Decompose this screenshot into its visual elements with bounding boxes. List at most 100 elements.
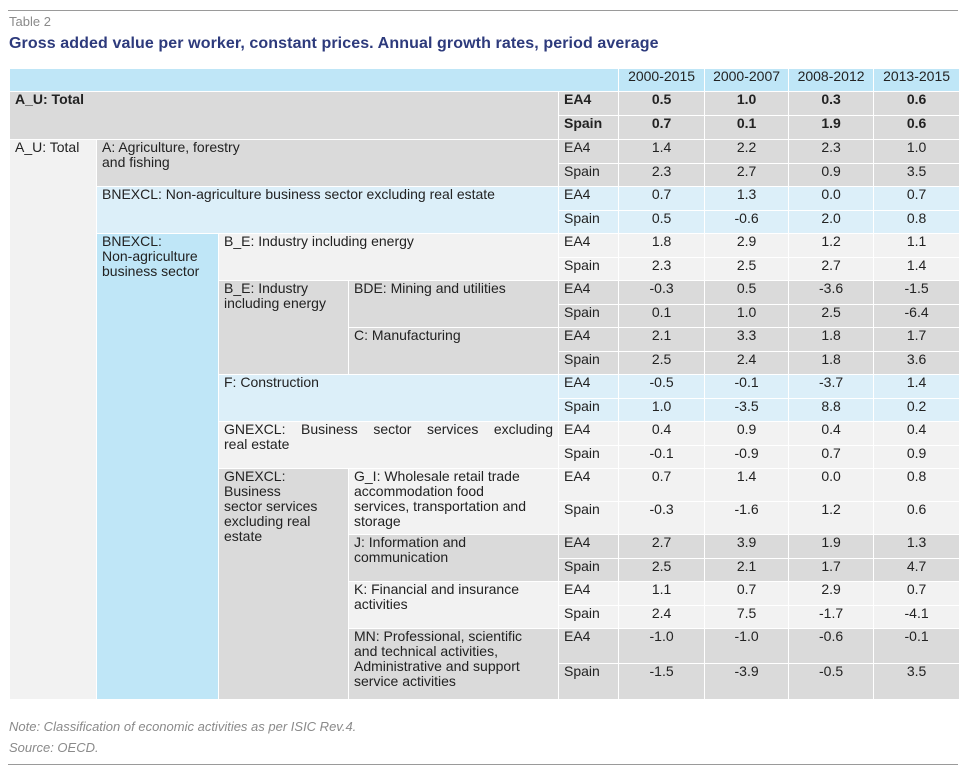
cell-value: -1.0 [618, 628, 706, 664]
cell-value: 0.7 [873, 581, 961, 606]
top-rule [8, 10, 958, 11]
cell-value: 2.2 [704, 139, 790, 164]
cell-value: 0.6 [873, 115, 961, 140]
cell-value: 0.4 [618, 421, 706, 446]
cell-value: 1.7 [788, 558, 875, 582]
table-row: Spain 2.3 2.7 0.9 3.5 [10, 163, 961, 187]
row-code: EA4 [557, 628, 620, 664]
cell-value: 2.5 [618, 351, 706, 375]
row-label-k: K: Financial and insurance activities [348, 581, 559, 629]
row-label-j: J: Information and communication [348, 534, 559, 582]
cell-value: 2.4 [618, 605, 706, 629]
cell-value: 1.0 [704, 91, 790, 116]
row-label-bnexcl: BNEXCL: Non-agriculture business sector [96, 233, 219, 700]
cell-value: 1.7 [873, 327, 961, 352]
row-code: EA4 [557, 91, 620, 116]
row-code: EA4 [557, 468, 620, 502]
cell-value: -1.5 [873, 280, 961, 305]
cell-value: 0.0 [788, 186, 875, 211]
cell-value: 3.5 [873, 663, 961, 700]
row-code: EA4 [557, 233, 620, 258]
cell-value: 1.4 [873, 374, 961, 399]
cell-value: 1.8 [788, 327, 875, 352]
cell-value: -3.6 [788, 280, 875, 305]
row-code: Spain [557, 210, 620, 234]
cell-value: 2.3 [788, 139, 875, 164]
cell-value: 1.2 [788, 501, 875, 535]
row-code: EA4 [557, 374, 620, 399]
cell-value: 0.6 [873, 501, 961, 535]
bottom-rule [8, 764, 958, 765]
cell-value: 2.3 [618, 163, 706, 187]
cell-value: 2.9 [788, 581, 875, 606]
cell-value: 1.4 [704, 468, 790, 502]
cell-value: 0.5 [618, 91, 706, 116]
cell-value: 1.3 [704, 186, 790, 211]
row-code: Spain [557, 445, 620, 469]
cell-value: 1.9 [788, 115, 875, 140]
cell-value: -3.9 [704, 663, 790, 700]
cell-value: -3.7 [788, 374, 875, 399]
table-row: Spain 0.5 -0.6 2.0 0.8 [10, 210, 961, 234]
cell-value: 1.0 [873, 139, 961, 164]
table-row: J: Information and communication EA4 2.7 … [10, 534, 961, 582]
cell-value: 1.3 [873, 534, 961, 559]
row-label-be-full: B_E: Industry including energy [218, 233, 559, 281]
row-label-au-total: A_U: Total [9, 139, 97, 700]
cell-value: 0.2 [873, 398, 961, 422]
cell-value: 3.6 [873, 351, 961, 375]
cell-value: -1.0 [704, 628, 790, 664]
row-label-mn: MN: Professional, scientific and technica… [348, 628, 559, 700]
row-label-agriculture: A: Agriculture, forestry and fishing [96, 139, 559, 187]
cell-value: 2.7 [788, 257, 875, 281]
cell-value: 0.5 [618, 210, 706, 234]
cell-value: 0.7 [704, 581, 790, 606]
cell-value: -0.9 [704, 445, 790, 469]
row-code: EA4 [557, 327, 620, 352]
table-number: Table 2 [9, 14, 51, 29]
cell-value: 1.1 [618, 581, 706, 606]
col-header: 2008-2012 [788, 68, 875, 92]
cell-value: -1.5 [618, 663, 706, 700]
row-label-gnexcl: GNEXCL: Business sector services excluding … [218, 468, 349, 700]
cell-value: 0.7 [618, 186, 706, 211]
cell-value: 0.1 [618, 304, 706, 328]
cell-value: 3.9 [704, 534, 790, 559]
row-label-be: B_E: Industry including energy [218, 280, 349, 375]
cell-value: -0.6 [788, 628, 875, 664]
cell-value: 3.3 [704, 327, 790, 352]
cell-value: 7.5 [704, 605, 790, 629]
row-code: Spain [557, 257, 620, 281]
cell-value: 2.0 [788, 210, 875, 234]
row-code: EA4 [557, 139, 620, 164]
row-code: Spain [557, 501, 620, 535]
cell-value: 0.7 [618, 115, 706, 140]
cell-value: 0.7 [618, 468, 706, 502]
cell-value: 2.4 [704, 351, 790, 375]
cell-value: -6.4 [873, 304, 961, 328]
table-row: F: Construction EA4 -0.5 -0.1 -3.7 1.4 [10, 374, 961, 422]
cell-value: -1.7 [788, 605, 875, 629]
table-row: Spain 2.5 2.1 1.7 4.7 [10, 558, 961, 582]
cell-value: 2.7 [704, 163, 790, 187]
cell-value: -0.3 [618, 501, 706, 535]
row-label-gnexcl-full: GNEXCL: Business sector services excludi… [218, 421, 559, 469]
cell-value: 0.3 [788, 91, 875, 116]
cell-value: 0.7 [873, 186, 961, 211]
cell-value: 0.9 [873, 445, 961, 469]
cell-value: 0.6 [873, 91, 961, 116]
table-row: A_U: Total A: Agriculture, forestry and f… [9, 139, 961, 700]
cell-value: 2.1 [618, 327, 706, 352]
cell-value: 2.1 [704, 558, 790, 582]
table-row: Spain 2.5 2.4 1.8 3.6 [10, 351, 961, 375]
cell-value: 8.8 [788, 398, 875, 422]
row-code: EA4 [557, 581, 620, 606]
row-code: Spain [557, 663, 620, 700]
table-row: BNEXCL: Non-agriculture business sector B_… [10, 233, 961, 700]
cell-value: -0.5 [788, 663, 875, 700]
table-row: Spain 2.3 2.5 2.7 1.4 [10, 257, 961, 281]
header-blank [8, 68, 620, 92]
cell-value: -0.1 [704, 374, 790, 399]
cell-value: 1.0 [618, 398, 706, 422]
cell-value: 1.9 [788, 534, 875, 559]
